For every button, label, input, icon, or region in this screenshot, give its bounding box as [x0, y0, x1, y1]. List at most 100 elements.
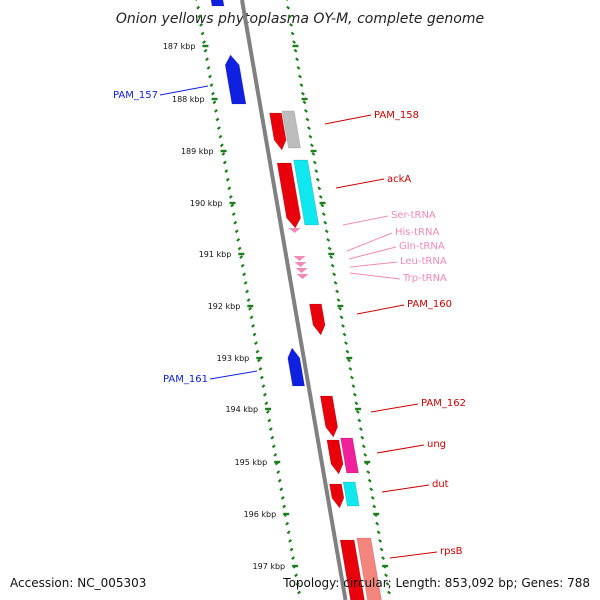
gene-rpsb-forward: [339, 539, 366, 600]
right-rail-tick: [344, 341, 348, 346]
left-rail-tick: [211, 91, 215, 96]
gene-pam-158-forward: [268, 112, 287, 151]
left-rail-tick: [205, 57, 209, 62]
left-rail-tick: [271, 444, 276, 449]
right-rail-tick: [303, 108, 308, 113]
left-rail-tick: [294, 573, 298, 578]
right-rail-tick: [317, 186, 322, 191]
gene-dut-cyan: [342, 481, 360, 507]
gene-leader-line: [370, 403, 419, 413]
gene-leader-line: [209, 370, 258, 380]
left-rail-tick: [199, 22, 204, 27]
right-rail-tick: [336, 298, 341, 303]
right-rail-tick: [299, 83, 304, 88]
genome-backbone-line: [240, 0, 348, 600]
right-rail-tick: [327, 246, 332, 251]
gene-acka-cyan: [293, 159, 320, 226]
gene-leader-line: [342, 215, 389, 226]
left-rail-tick: [254, 341, 258, 346]
left-rail-tick: [267, 418, 272, 423]
left-rail-tick: [240, 263, 245, 268]
left-rail-tick: [286, 530, 291, 535]
left-rail-tick: [237, 246, 242, 251]
left-rail-tick: [213, 108, 218, 113]
right-rail-tick: [351, 384, 356, 389]
right-rail-tick: [378, 538, 383, 543]
trna-his-chevron: [293, 256, 306, 261]
right-rail-tick: [324, 229, 329, 234]
right-rail-tick: [335, 289, 340, 294]
right-rail-tick: [354, 401, 359, 406]
right-rail-tick: [332, 272, 337, 277]
right-rail-tick: [338, 306, 343, 311]
left-rail-tick: [268, 427, 273, 432]
left-rail-tick: [255, 349, 260, 354]
gene-label: Ser-tRNA: [391, 210, 436, 221]
topology-text: Topology: circular; Length: 853,092 bp; …: [282, 576, 590, 590]
right-rail-tick: [302, 100, 307, 105]
reverse-gene-top: [210, 0, 225, 7]
trna-trp-chevron: [296, 274, 309, 279]
left-rail-tick: [285, 521, 290, 526]
right-rail-tick: [321, 212, 326, 217]
right-rail-tick: [295, 57, 299, 62]
left-rail-tick: [218, 134, 223, 139]
left-rail-tick: [243, 280, 248, 285]
gene-labels: PAM_157 PAM_158 ackA Ser-tRNA His-tRNA Gln-tR…: [113, 85, 466, 559]
left-rail-tick: [242, 272, 247, 277]
right-rail-tick: [348, 366, 353, 371]
right-rail-tick: [387, 590, 391, 595]
right-rail-tick: [329, 255, 334, 260]
gene-label: rpsB: [440, 546, 463, 557]
right-rail-tick: [384, 573, 388, 578]
gene-pam-162: [319, 395, 339, 438]
tick-label: 187 kbp: [163, 42, 196, 51]
right-rail-tick: [320, 203, 325, 208]
left-rail-tick: [280, 495, 285, 500]
gene-leader-line: [348, 246, 397, 260]
right-rail-tick: [341, 323, 345, 328]
right-rail-tick: [339, 315, 344, 320]
gene-ung-forward: [326, 439, 344, 475]
gene-label: Leu-tRNA: [400, 256, 447, 267]
right-rail-tick: [375, 521, 380, 526]
gene-leader-line: [335, 178, 385, 189]
right-rail-tick: [352, 392, 357, 397]
gene-acka-forward: [276, 162, 302, 229]
gene-label: PAM_162: [421, 398, 466, 409]
right-rail-tick: [379, 547, 384, 552]
gene-leader-line: [356, 304, 405, 315]
left-rail-tick: [203, 48, 208, 53]
tick-label: 193 kbp: [217, 354, 250, 363]
trna-gln-chevron: [294, 262, 307, 267]
gene-leader-line: [376, 444, 425, 454]
gene-features: [210, 0, 383, 600]
gene-label: ung: [427, 439, 446, 450]
right-rail-tick: [357, 418, 362, 423]
gene-label: PAM_158: [374, 110, 419, 121]
left-rail-tick: [197, 14, 202, 19]
gene-leader-line: [381, 484, 430, 493]
gene-pam-160: [308, 303, 326, 336]
gene-leader-line: [346, 232, 393, 252]
tick-label: 190 kbp: [190, 199, 223, 208]
right-rail-tick: [355, 409, 360, 414]
tick-label: 195 kbp: [235, 458, 268, 467]
right-rail-tick: [311, 151, 316, 156]
left-rail-tick: [273, 452, 278, 457]
gene-label: ackA: [387, 174, 411, 185]
gene-dut-forward: [328, 483, 345, 509]
left-rail-tick: [202, 40, 207, 45]
left-rail-tick: [227, 186, 232, 191]
gene-label: His-tRNA: [395, 227, 439, 238]
gene-label: Trp-tRNA: [402, 273, 447, 284]
right-rail-tick: [292, 40, 297, 45]
tick-label: 194 kbp: [225, 405, 258, 414]
right-rail-tick: [293, 48, 298, 53]
right-rail-tick: [333, 280, 338, 285]
right-rail-tick: [358, 427, 363, 432]
accession-text: Accession: NC_005303: [10, 576, 146, 590]
left-rail-tick: [224, 169, 229, 174]
gene-pam-157: [224, 54, 247, 105]
right-rail-tick: [309, 143, 314, 148]
